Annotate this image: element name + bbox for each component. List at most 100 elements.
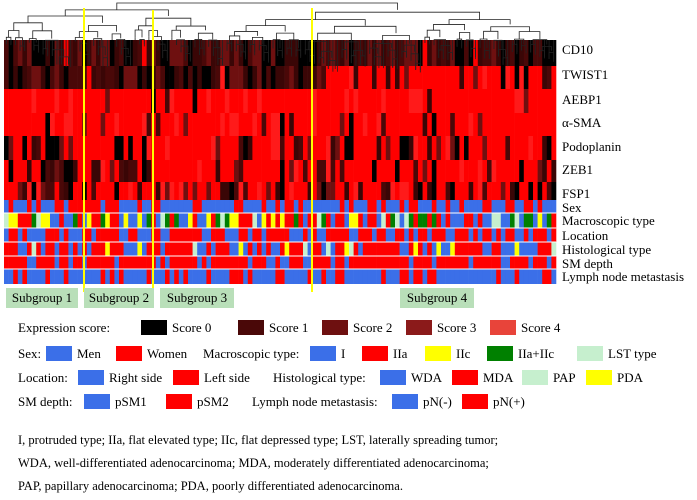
heatmap-cell bbox=[8, 113, 14, 136]
heatmap-cell bbox=[390, 160, 396, 182]
swatch-pda bbox=[586, 370, 612, 385]
annot-label-smdepth: SM depth bbox=[562, 256, 613, 271]
annotation-cell bbox=[128, 213, 134, 228]
annotation-cell bbox=[542, 256, 548, 269]
heatmap-cell bbox=[119, 160, 124, 182]
swatch-score4 bbox=[490, 320, 516, 335]
heatmap-cell bbox=[491, 66, 497, 89]
annotation-cell bbox=[17, 228, 23, 242]
heatmap-cell bbox=[422, 160, 428, 182]
heatmap-cell bbox=[234, 66, 239, 89]
annotation-cell bbox=[326, 213, 331, 228]
annotation-cell bbox=[339, 269, 345, 284]
annotation-cell bbox=[252, 228, 258, 242]
annotation-cell bbox=[201, 242, 207, 256]
heatmap-cell bbox=[96, 136, 101, 160]
heatmap-cell bbox=[206, 40, 212, 66]
legend-pn-neg-label: pN(-) bbox=[423, 394, 452, 409]
annotation-cell bbox=[160, 213, 166, 228]
heatmap-cell bbox=[96, 182, 101, 200]
legend-women-label: Women bbox=[147, 346, 188, 361]
annotation-cell bbox=[496, 200, 502, 213]
annotation-cell bbox=[146, 213, 152, 228]
heatmap-cell bbox=[146, 160, 152, 182]
annotation-cell bbox=[160, 242, 166, 256]
heatmap-cell bbox=[86, 160, 92, 182]
heatmap-cell bbox=[464, 136, 469, 160]
heatmap-cell bbox=[473, 113, 479, 136]
annotation-cell bbox=[211, 200, 216, 213]
heatmap-cell bbox=[339, 113, 345, 136]
heatmap-cell bbox=[54, 89, 60, 113]
annotation-cell bbox=[514, 242, 520, 256]
annotation-cell bbox=[234, 228, 239, 242]
annotation-cell bbox=[243, 242, 249, 256]
heatmap-cell bbox=[395, 182, 400, 200]
heatmap-cell bbox=[169, 40, 175, 66]
heatmap-cell bbox=[482, 66, 488, 89]
heatmap-cell bbox=[59, 160, 65, 182]
swatch-score3 bbox=[406, 320, 432, 335]
heatmap-cell bbox=[413, 66, 419, 89]
annotation-cell bbox=[160, 228, 166, 242]
annotation-cell bbox=[514, 200, 520, 213]
annotation-cell bbox=[178, 269, 184, 284]
annotation-cell bbox=[261, 269, 267, 284]
annotation-cell bbox=[45, 269, 51, 284]
heatmap-cell bbox=[441, 113, 446, 136]
annotation-cell bbox=[551, 200, 557, 213]
heatmap-cell bbox=[146, 89, 152, 113]
annotation-cell bbox=[385, 269, 391, 284]
annotation-cell bbox=[86, 213, 92, 228]
heatmap-cell bbox=[298, 182, 304, 200]
heatmap-cell bbox=[169, 89, 175, 113]
annotation-cell bbox=[312, 269, 318, 284]
heatmap-cell bbox=[289, 182, 295, 200]
heatmap-cell bbox=[418, 160, 423, 182]
heatmap-cell bbox=[344, 182, 350, 200]
annotation-cell bbox=[123, 256, 129, 269]
annotation-cell bbox=[321, 242, 327, 256]
heatmap-cell bbox=[165, 160, 170, 182]
annotation-cell bbox=[293, 242, 299, 256]
annotation-cell bbox=[229, 269, 235, 284]
heatmap-cell bbox=[128, 113, 134, 136]
heatmap-cell bbox=[431, 40, 437, 66]
heatmap-cell bbox=[243, 113, 249, 136]
heatmap-cell bbox=[275, 113, 281, 136]
heatmap-cell bbox=[408, 113, 414, 136]
heatmap-cell bbox=[367, 136, 373, 160]
heatmap-cell bbox=[335, 66, 341, 89]
annotation-cell bbox=[482, 200, 488, 213]
annotation-cell bbox=[399, 256, 405, 269]
annotation-cell bbox=[169, 200, 175, 213]
heatmap-cell bbox=[404, 136, 410, 160]
annotation-cell bbox=[86, 242, 92, 256]
annotation-cell bbox=[234, 242, 239, 256]
heatmap-cell bbox=[404, 113, 410, 136]
annotation-cell bbox=[59, 200, 65, 213]
annotation-cell bbox=[537, 242, 543, 256]
heatmap-cell bbox=[487, 182, 492, 200]
annotation-cell bbox=[427, 200, 433, 213]
annotation-cell bbox=[27, 213, 32, 228]
heatmap-cell bbox=[40, 160, 46, 182]
heatmap-cell bbox=[275, 182, 281, 200]
heatmap-cell bbox=[330, 113, 336, 136]
legend-mda-label: MDA bbox=[483, 370, 514, 385]
heatmap-cell bbox=[307, 160, 313, 182]
annotation-cell bbox=[312, 213, 318, 228]
annotation-cell bbox=[487, 242, 492, 256]
heatmap-cell bbox=[142, 40, 147, 66]
annotation-cell bbox=[436, 200, 442, 213]
heatmap-cell bbox=[261, 89, 267, 113]
heatmap-cell bbox=[206, 113, 212, 136]
annotation-cell bbox=[542, 213, 548, 228]
legend-score4: Score 4 bbox=[490, 320, 560, 336]
heatmap-cell bbox=[68, 113, 74, 136]
annotation-cell bbox=[178, 256, 184, 269]
heatmap-cell bbox=[316, 113, 322, 136]
annotation-cell bbox=[169, 242, 175, 256]
heatmap-cell bbox=[275, 136, 281, 160]
annotation-cell bbox=[155, 228, 161, 242]
